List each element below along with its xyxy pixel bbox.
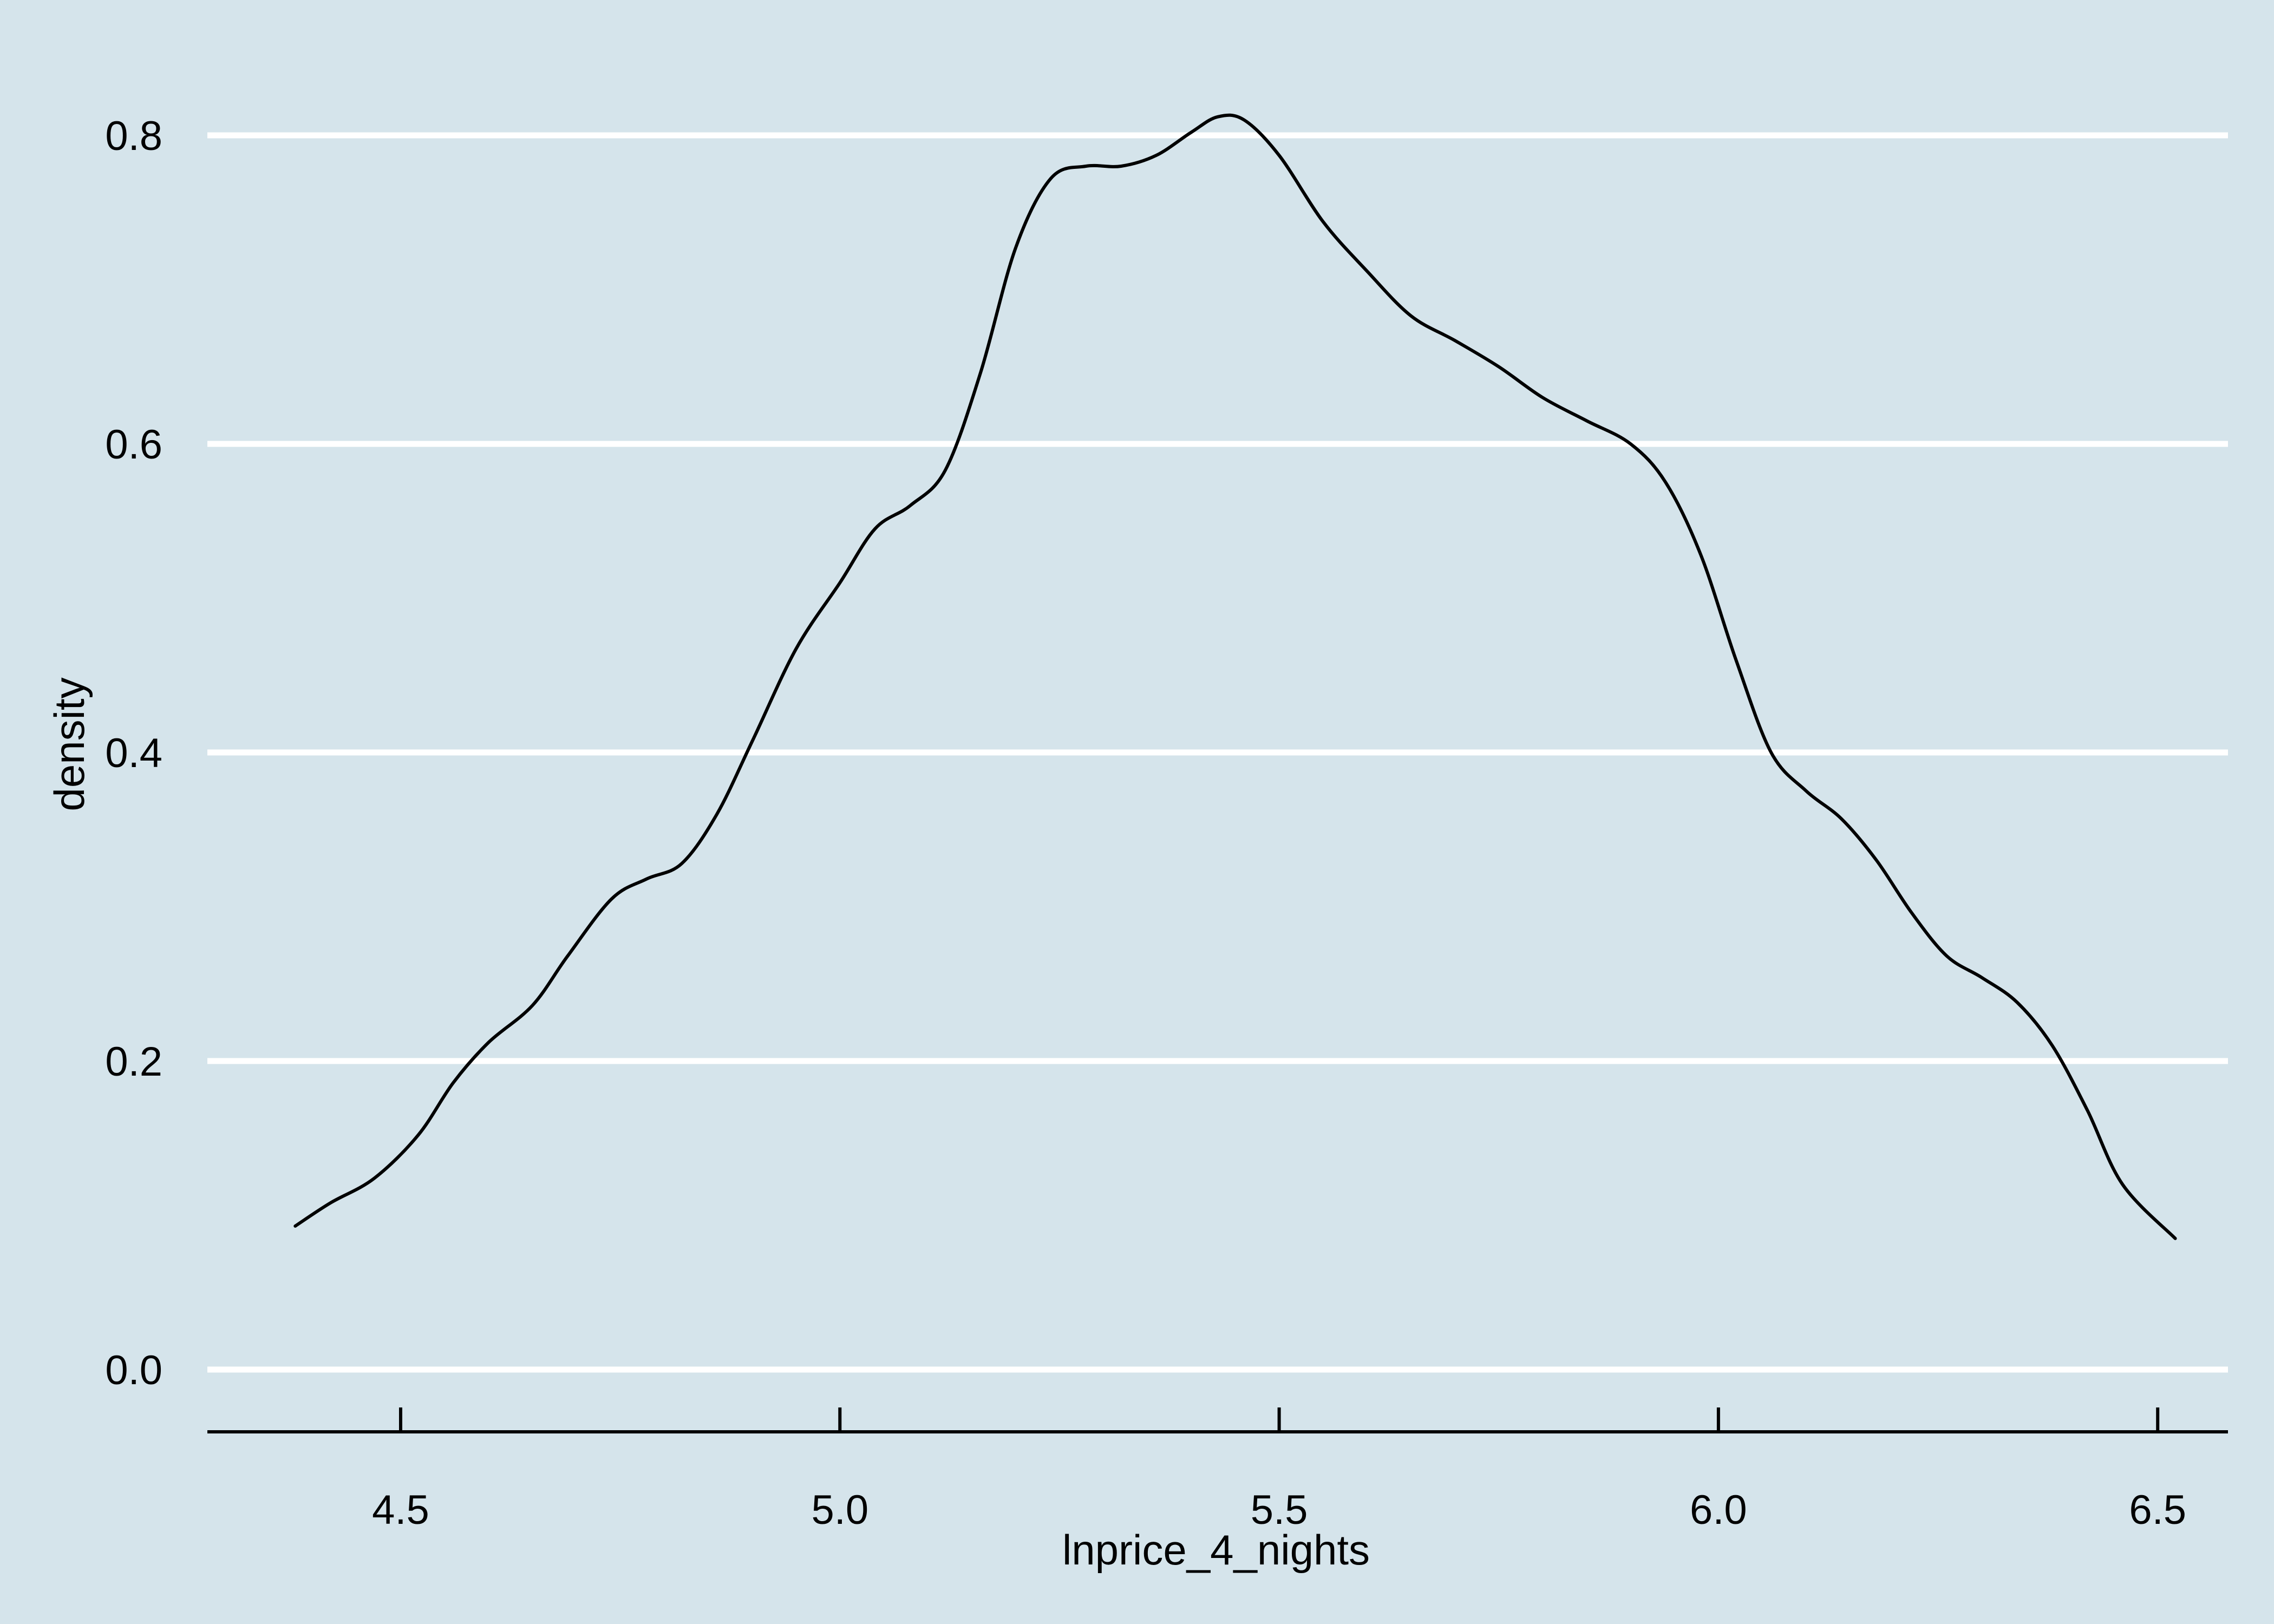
y-tick-label-2: 0.4 xyxy=(105,730,162,776)
y-axis-title: density xyxy=(45,677,93,811)
y-tick-label-1: 0.2 xyxy=(105,1039,162,1085)
density-line-0 xyxy=(293,113,2177,1240)
gridlines xyxy=(207,132,2228,1373)
y-tick-labels: 0.0 0.2 0.4 0.6 0.8 xyxy=(105,113,162,1393)
density-series xyxy=(293,113,2177,1240)
x-tick-label-0: 4.5 xyxy=(372,1487,429,1533)
x-tick-label-4: 6.5 xyxy=(2129,1487,2186,1533)
x-tick-label-3: 6.0 xyxy=(1690,1487,1747,1533)
y-tick-label-0: 0.0 xyxy=(105,1347,162,1393)
x-axis: 4.5 5.0 5.5 6.0 6.5 xyxy=(207,1407,2228,1533)
y-tick-label-4: 0.8 xyxy=(105,113,162,159)
x-tick-label-1: 5.0 xyxy=(811,1487,868,1533)
y-tick-label-3: 0.6 xyxy=(105,422,162,468)
x-axis-title: lnprice_4_nights xyxy=(1062,1526,1370,1574)
x-tick-label-2: 5.5 xyxy=(1251,1487,1308,1533)
